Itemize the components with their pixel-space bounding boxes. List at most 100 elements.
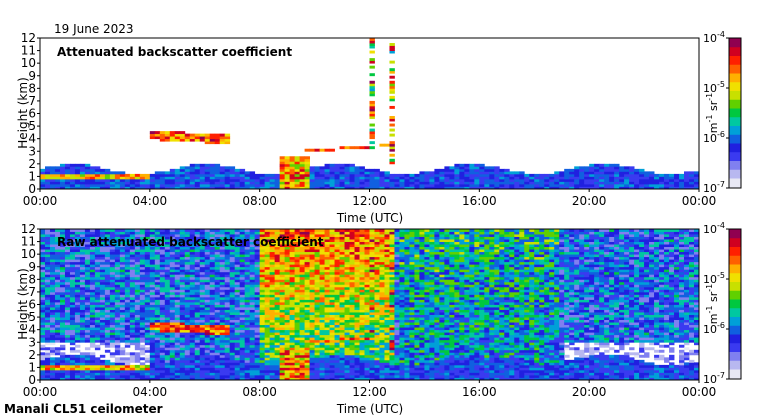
heatmap-cell <box>69 317 76 320</box>
colorbar-swatch <box>729 39 741 41</box>
heatmap-cell <box>299 324 305 328</box>
heatmap-cell <box>179 327 186 331</box>
heatmap-cell <box>514 178 520 182</box>
heatmap-cell <box>104 309 111 313</box>
heatmap-cell <box>204 364 211 368</box>
heatmap-cell <box>339 274 345 278</box>
heatmap-cell <box>69 324 76 328</box>
heatmap-cell <box>339 176 345 180</box>
heatmap-cell <box>179 261 186 265</box>
heatmap-cell <box>519 181 525 185</box>
heatmap-cell <box>44 307 51 310</box>
heatmap-cell <box>179 131 186 135</box>
heatmap-cell <box>99 239 106 242</box>
heatmap-cell <box>269 354 276 358</box>
heatmap-cell <box>69 296 76 300</box>
heatmap-cell <box>479 176 485 180</box>
heatmap-cell <box>234 369 241 373</box>
heatmap-cell <box>304 327 310 331</box>
heatmap-cell <box>229 296 236 300</box>
heatmap-cell <box>299 299 305 303</box>
heatmap-cell <box>184 166 191 170</box>
heatmap-cell <box>169 362 176 366</box>
heatmap-cell <box>204 163 211 167</box>
heatmap-cell <box>299 239 305 242</box>
heatmap-cell <box>469 171 475 175</box>
heatmap-cell <box>454 168 460 172</box>
heatmap-cell <box>259 236 266 240</box>
heatmap-cell <box>234 264 241 268</box>
heatmap-cell <box>40 178 46 182</box>
heatmap-cell <box>99 342 106 346</box>
heatmap-cell <box>329 173 335 177</box>
heatmap-cell <box>234 269 241 273</box>
heatmap-cell <box>264 244 271 248</box>
colorbar-swatch <box>729 56 741 59</box>
heatmap-cell <box>144 342 151 346</box>
heatmap-cell <box>134 342 141 346</box>
heatmap-cell <box>339 329 345 333</box>
heatmap-cell <box>139 284 146 288</box>
heatmap-cell <box>84 166 91 170</box>
heatmap-cell <box>339 312 345 315</box>
heatmap-cell <box>64 309 71 313</box>
heatmap-cell <box>129 264 136 268</box>
heatmap-cell <box>399 173 405 177</box>
heatmap-cell <box>274 296 281 300</box>
heatmap-cell <box>534 173 540 177</box>
heatmap-cell <box>74 294 81 298</box>
heatmap-cell <box>329 234 335 237</box>
heatmap-cell <box>224 354 231 358</box>
heatmap-cell <box>239 186 246 190</box>
heatmap-cell <box>44 276 51 280</box>
heatmap-cell <box>324 294 330 298</box>
date-label: 19 June 2023 <box>54 22 134 36</box>
heatmap-cell <box>139 266 146 270</box>
x-tick-label: 08:00 <box>242 194 277 208</box>
heatmap-cell <box>59 279 66 283</box>
heatmap-cell <box>379 178 385 182</box>
heatmap-cell <box>254 286 261 290</box>
heatmap-cell <box>314 369 320 373</box>
heatmap-cell <box>294 374 300 378</box>
heatmap-cell <box>294 156 300 160</box>
heatmap-cell <box>639 176 645 180</box>
heatmap-cell <box>284 281 291 285</box>
heatmap-cell <box>289 256 296 260</box>
heatmap-cell <box>119 362 126 366</box>
heatmap-cell <box>219 301 226 305</box>
heatmap-cell <box>129 286 136 290</box>
heatmap-cell <box>214 141 221 145</box>
heatmap-cell <box>249 362 256 366</box>
heatmap-cell <box>174 261 181 265</box>
heatmap-cell <box>439 178 445 182</box>
heatmap-cell <box>59 231 66 235</box>
heatmap-cell <box>509 173 515 177</box>
heatmap-cell <box>219 266 226 270</box>
heatmap-cell <box>309 344 315 348</box>
heatmap-cell <box>139 314 146 318</box>
heatmap-cell <box>484 186 490 190</box>
heatmap-cell <box>104 264 111 268</box>
heatmap-cell <box>414 186 420 190</box>
heatmap-cell <box>324 249 330 253</box>
heatmap-cell <box>679 181 685 185</box>
heatmap-cell <box>389 161 395 165</box>
heatmap-cell <box>469 186 475 190</box>
heatmap-cell <box>254 181 261 185</box>
heatmap-cell <box>44 241 51 245</box>
heatmap-cell <box>69 307 76 310</box>
heatmap-cell <box>134 314 141 318</box>
heatmap-cell <box>224 374 231 378</box>
heatmap-cell <box>154 241 161 245</box>
heatmap-cell <box>194 286 201 290</box>
heatmap-cell <box>284 274 291 278</box>
heatmap-cell <box>89 284 96 288</box>
heatmap-cell <box>304 357 310 361</box>
heatmap-cell <box>314 261 320 265</box>
heatmap-cell <box>269 364 276 368</box>
heatmap-cell <box>314 307 320 310</box>
heatmap-cell <box>89 304 96 308</box>
heatmap-cell <box>319 374 325 378</box>
heatmap-cell <box>274 332 281 336</box>
